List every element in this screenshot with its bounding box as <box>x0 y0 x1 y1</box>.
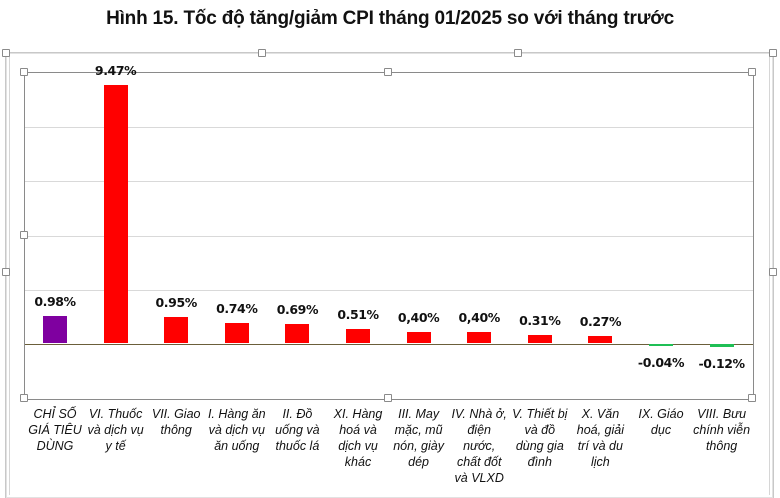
category-label: VI. Thuốc và dịch vụ y tế <box>84 406 148 454</box>
category-label-line: GIÁ TIÊU <box>28 423 82 437</box>
gridline <box>25 236 753 237</box>
category-label: VIII. Bưu chính viễn thông <box>690 406 754 454</box>
category-label: III. May mặc, mũ nón, giày dép <box>387 406 451 470</box>
category-label-line: thông <box>705 439 738 453</box>
chart-resize-handle-top-right[interactable] <box>514 49 522 57</box>
bar[interactable] <box>709 344 734 348</box>
category-label-line: mặc, mũ <box>394 423 443 437</box>
data-label: 0.74% <box>216 300 258 316</box>
category-label-line: XI. Hàng <box>333 407 383 421</box>
category-label-line: hoá, giải <box>576 423 625 437</box>
category-label: I. Hàng ăn và dịch vụ ăn uống <box>205 406 269 454</box>
data-label: 0,40% <box>397 310 440 326</box>
category-label-line: X. Văn <box>581 407 620 421</box>
plot-resize-handle-left-mid[interactable] <box>20 231 28 239</box>
category-label-line: II. Đồ <box>282 407 313 421</box>
category-label-line: V. Thiết bị <box>512 407 568 421</box>
category-label-line: và đồ <box>524 423 556 437</box>
data-label: 0.27% <box>579 313 622 329</box>
category-label-line: dùng gia <box>515 439 564 453</box>
bar[interactable] <box>43 316 67 343</box>
data-label: 0,40% <box>458 310 501 326</box>
category-label: VII. Giao thông <box>144 406 208 438</box>
category-label-line: lịch <box>591 455 610 469</box>
plot-resize-handle-top-right[interactable] <box>748 68 756 76</box>
data-label: 0.31% <box>519 312 561 328</box>
chart-title: Hình 15. Tốc độ tăng/giảm CPI tháng 01/2… <box>106 8 674 29</box>
category-label-line: VII. Giao <box>151 407 201 421</box>
chart-resize-handle-right-mid[interactable] <box>769 268 777 276</box>
bar[interactable] <box>103 85 128 343</box>
category-label-line: uống và <box>275 423 320 437</box>
category-label-line: nón, giày <box>393 439 444 453</box>
data-label: 0.95% <box>155 295 198 311</box>
category-label: II. Đồ uống và thuốc lá <box>265 406 329 454</box>
category-label-line: I. Hàng ăn <box>207 407 266 421</box>
gridline <box>25 127 753 128</box>
category-label-line: và VLXD <box>454 471 504 485</box>
category-label-line: VIII. Bưu <box>697 407 747 421</box>
category-label-line: VI. Thuốc <box>88 407 143 421</box>
category-label-line: trí và du <box>577 439 623 453</box>
data-label: -0.12% <box>698 356 746 372</box>
category-label: IX. Giáo dục <box>629 406 693 438</box>
category-label-line: chất đốt <box>456 455 502 469</box>
category-label: X. Văn hoá, giải trí và du lịch <box>568 406 632 470</box>
bar[interactable] <box>467 332 492 343</box>
plot-resize-handle-bottom-left[interactable] <box>20 394 28 402</box>
bar[interactable] <box>406 332 431 343</box>
bar[interactable] <box>527 334 552 343</box>
data-label: 0.98% <box>34 294 76 310</box>
category-label: XI. Hàng hoá và dịch vụ khác <box>326 406 390 470</box>
category-label-line: và dịch vụ <box>87 423 144 437</box>
category-label-line: dục <box>650 423 672 437</box>
plot-area[interactable] <box>24 72 754 400</box>
plot-resize-handle-top-mid[interactable] <box>384 68 392 76</box>
chart-resize-handle-top-mid[interactable] <box>258 49 266 57</box>
category-label-line: và dịch vụ <box>208 423 265 437</box>
category-label-line: đình <box>527 455 552 469</box>
category-label-line: dịch vụ <box>338 439 378 453</box>
category-label-line: thông <box>160 423 192 437</box>
category-label: V. Thiết bị và đồ dùng gia đình <box>508 406 572 470</box>
bar[interactable] <box>285 324 310 343</box>
category-label: CHỈ SỐ GIÁ TIÊU DÙNG <box>23 406 87 454</box>
category-label-line: IX. Giáo <box>638 407 684 421</box>
category-label-line: dép <box>408 455 430 469</box>
plot-resize-handle-bottom-right[interactable] <box>748 394 756 402</box>
category-label-line: III. May <box>398 407 440 421</box>
plot-resize-handle-top-left[interactable] <box>20 68 28 76</box>
data-label: -0.04% <box>637 355 685 370</box>
bar[interactable] <box>224 322 249 343</box>
category-label-line: chính viễn <box>693 423 751 437</box>
chart-resize-handle-left-mid[interactable] <box>2 268 10 276</box>
category-label-line: khác <box>344 455 372 469</box>
category-label-line: CHỈ SỐ <box>33 407 77 421</box>
data-label: 9.47% <box>94 63 137 79</box>
category-label: IV. Nhà ở, điện nước, chất đốt và VLXD <box>447 406 511 486</box>
category-label-line: thuốc lá <box>275 439 320 453</box>
data-label: 0.69% <box>276 302 319 318</box>
bar[interactable] <box>346 329 370 343</box>
gridline <box>25 290 753 291</box>
category-label-line: điện <box>467 423 491 437</box>
chart-resize-handle-top-left[interactable] <box>2 49 10 57</box>
bar[interactable] <box>649 344 673 346</box>
category-label-line: ăn uống <box>214 439 260 453</box>
data-label: 0.51% <box>337 307 379 323</box>
category-label-line: y tế <box>105 439 126 453</box>
zero-axis-line <box>25 344 753 345</box>
category-label-line: IV. Nhà ở, <box>451 407 507 421</box>
bar[interactable] <box>164 317 189 343</box>
category-label-line: nước, <box>463 439 496 453</box>
chart-resize-handle-top-right-corner[interactable] <box>769 49 777 57</box>
category-label-line: hoá và <box>339 423 377 437</box>
category-label-line: DÙNG <box>36 439 74 453</box>
plot-resize-handle-bottom-mid[interactable] <box>384 394 392 402</box>
bar[interactable] <box>588 335 613 343</box>
gridline <box>25 181 753 182</box>
